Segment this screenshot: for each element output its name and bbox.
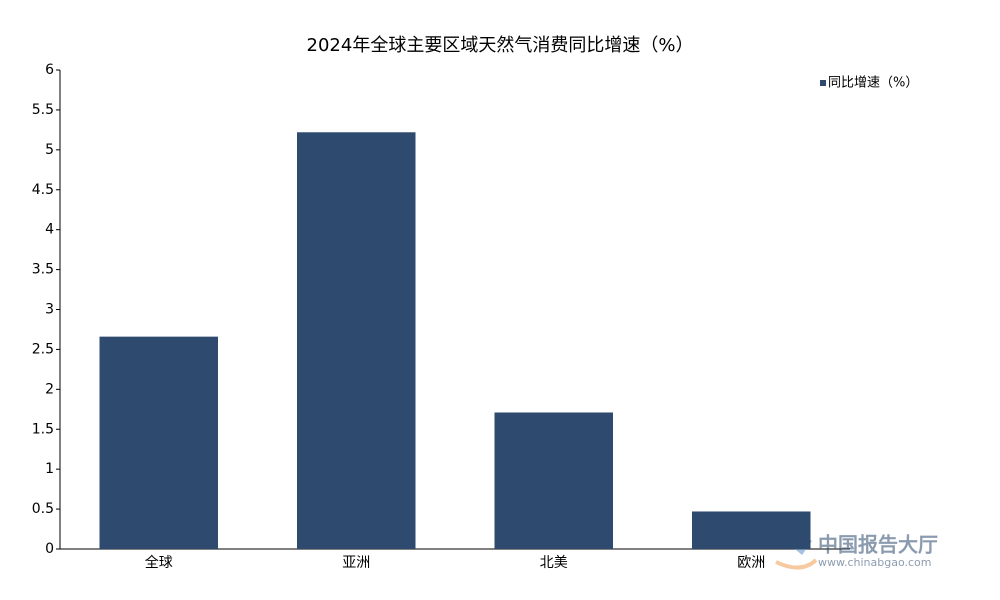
x-tick-label: 亚洲 [342, 555, 370, 571]
y-tick-label: 3.5 [32, 262, 54, 278]
watermark-name: 中国报告大厅 [818, 533, 938, 557]
y-tick-label: 2.5 [32, 341, 54, 357]
y-tick-label: 4 [45, 222, 54, 238]
watermark-swoosh [775, 558, 818, 570]
y-tick-label: 3 [45, 302, 54, 318]
y-tick-label: 5.5 [32, 102, 54, 118]
y-tick-label: 0 [45, 541, 54, 557]
y-tick-label: 4.5 [32, 182, 54, 198]
y-tick-label: 6 [45, 62, 54, 78]
bar [297, 132, 416, 549]
x-tick-label: 北美 [540, 555, 568, 571]
y-tick-label: 5 [45, 142, 54, 158]
x-tick-label: 全球 [145, 554, 173, 571]
y-tick-label: 1 [45, 461, 54, 477]
bar [692, 511, 811, 549]
x-tick-label: 欧洲 [737, 555, 765, 571]
y-tick-label: 0.5 [32, 501, 54, 517]
bar [99, 336, 218, 549]
chart-title: 2024年全球主要区域天然气消费同比增速（%） [307, 35, 694, 56]
legend-label: 同比增速（%） [828, 76, 918, 91]
watermark-url: www.chinabgao.com [818, 556, 932, 569]
bar [494, 412, 613, 549]
legend-swatch [820, 80, 826, 86]
y-tick-label: 2 [45, 381, 54, 397]
y-tick-label: 1.5 [32, 421, 54, 437]
